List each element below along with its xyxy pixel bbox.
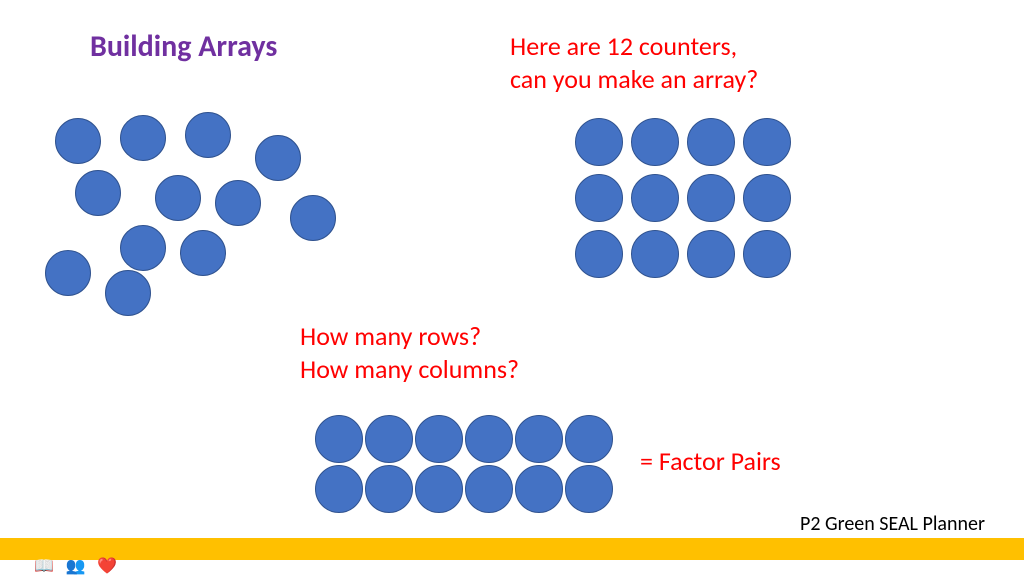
- counter-circle: [631, 118, 679, 166]
- counter-circle: [575, 118, 623, 166]
- counter-circle: [743, 174, 791, 222]
- counter-circle: [180, 230, 226, 276]
- counter-circle: [631, 174, 679, 222]
- counter-circle: [45, 250, 91, 296]
- question-counters-line2: can you make an array?: [510, 63, 758, 95]
- counter-circle: [365, 465, 413, 513]
- footer-emoji-strip: 📖 👥 ❤️: [34, 556, 121, 576]
- question-counters-line1: Here are 12 counters,: [510, 30, 737, 62]
- counter-circle: [105, 270, 151, 316]
- footer-text: P2 Green SEAL Planner: [800, 512, 985, 536]
- question-columns-line: How many columns?: [300, 353, 519, 385]
- counter-circle: [120, 225, 166, 271]
- counter-circle: [290, 195, 336, 241]
- footer-bar: [0, 538, 1024, 560]
- counter-circle: [365, 415, 413, 463]
- array-3x4: [575, 118, 791, 278]
- page-title: Building Arrays: [90, 28, 277, 65]
- counter-circle: [743, 118, 791, 166]
- counter-circle: [155, 175, 201, 221]
- counter-circle: [185, 112, 231, 158]
- counter-circle: [687, 174, 735, 222]
- counter-circle: [465, 415, 513, 463]
- counter-circle: [743, 230, 791, 278]
- counter-circle: [55, 118, 101, 164]
- counter-circle: [515, 465, 563, 513]
- counter-circle: [465, 465, 513, 513]
- array-2x6: [315, 415, 613, 513]
- counter-circle: [565, 415, 613, 463]
- counter-circle: [687, 118, 735, 166]
- counter-circle: [687, 230, 735, 278]
- factor-pairs-label: = Factor Pairs: [640, 445, 781, 477]
- counter-circle: [315, 415, 363, 463]
- counter-circle: [515, 415, 563, 463]
- question-counters: Here are 12 counters, can you make an ar…: [510, 30, 758, 95]
- counter-circle: [120, 115, 166, 161]
- counter-circle: [215, 180, 261, 226]
- counter-circle: [565, 465, 613, 513]
- counter-circle: [575, 230, 623, 278]
- counter-circle: [631, 230, 679, 278]
- counter-circle: [315, 465, 363, 513]
- question-rows-line: How many rows?: [300, 320, 481, 352]
- counter-circle: [415, 415, 463, 463]
- question-rows-columns: How many rows? How many columns?: [300, 320, 519, 385]
- counter-circle: [255, 135, 301, 181]
- counter-circle: [575, 174, 623, 222]
- counter-circle: [75, 170, 121, 216]
- counter-circle: [415, 465, 463, 513]
